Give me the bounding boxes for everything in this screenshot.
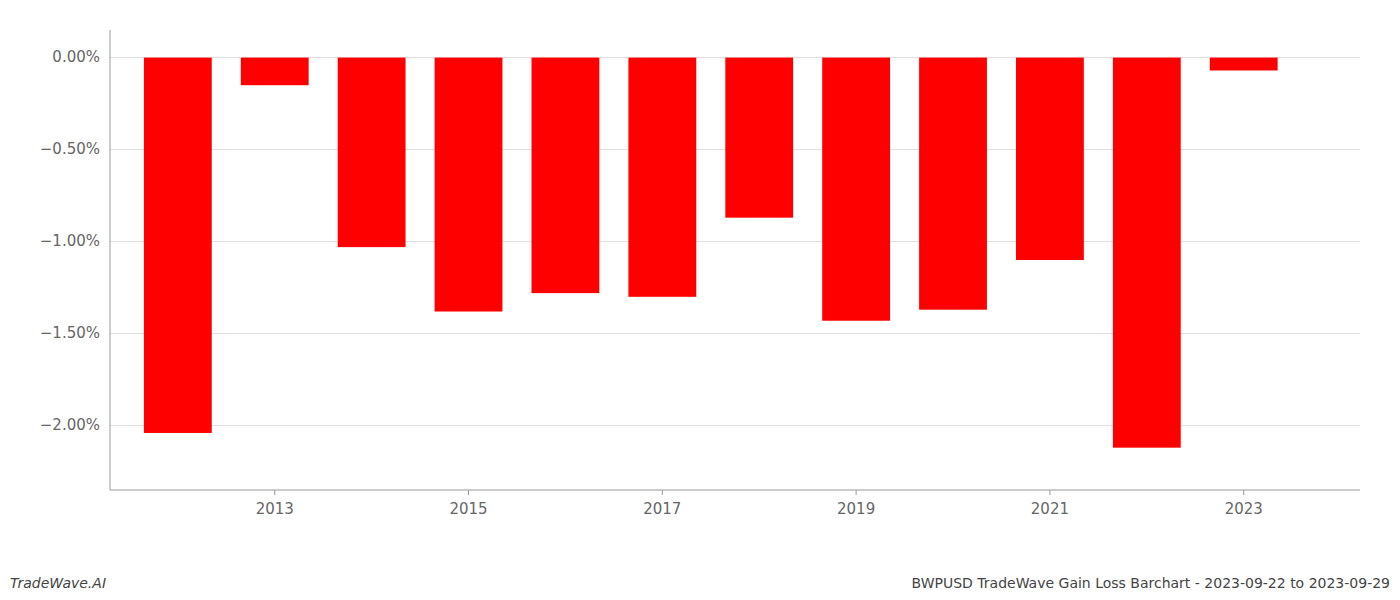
x-axis: 2013 2015 2017 2019 2021 2023 <box>256 490 1263 518</box>
bar <box>1113 58 1181 448</box>
y-tick-label: −0.50% <box>40 140 100 158</box>
x-tick <box>468 490 469 495</box>
x-tick <box>1243 490 1244 495</box>
title: BWPUSD TradeWave Gain Loss Barchart - 20… <box>912 575 1390 591</box>
bar <box>1016 58 1084 260</box>
y-tick-label: 0.00% <box>52 48 100 66</box>
bars <box>144 58 1278 448</box>
bar <box>919 58 987 310</box>
bar <box>241 58 309 86</box>
bar <box>1210 58 1278 71</box>
x-tick <box>856 490 857 495</box>
bar <box>725 58 793 218</box>
bar <box>338 58 406 248</box>
bar <box>628 58 696 297</box>
x-tick-label: 2023 <box>1225 500 1263 518</box>
bar <box>144 58 212 433</box>
bar <box>532 58 600 294</box>
bar <box>822 58 890 321</box>
y-axis: 0.00% −0.50% −1.00% −1.50% −2.00% <box>40 48 100 434</box>
x-tick <box>1049 490 1050 495</box>
y-tick-label: −2.00% <box>40 416 100 434</box>
chart: 0.00%−0.50%−1.00%−1.50%−2.00%20132015201… <box>0 0 1400 600</box>
y-axis-line <box>110 30 111 490</box>
x-tick-label: 2021 <box>1031 500 1069 518</box>
y-tick-label: −1.50% <box>40 324 100 342</box>
x-tick <box>274 490 275 495</box>
x-tick-label: 2013 <box>256 500 294 518</box>
x-axis-line <box>110 490 1360 491</box>
bar <box>435 58 503 312</box>
x-tick <box>662 490 663 495</box>
x-tick-label: 2019 <box>837 500 875 518</box>
x-tick-label: 2015 <box>449 500 487 518</box>
x-tick-label: 2017 <box>643 500 681 518</box>
y-tick-label: −1.00% <box>40 232 100 250</box>
footer-annotation: TradeWave.AI <box>10 575 106 591</box>
